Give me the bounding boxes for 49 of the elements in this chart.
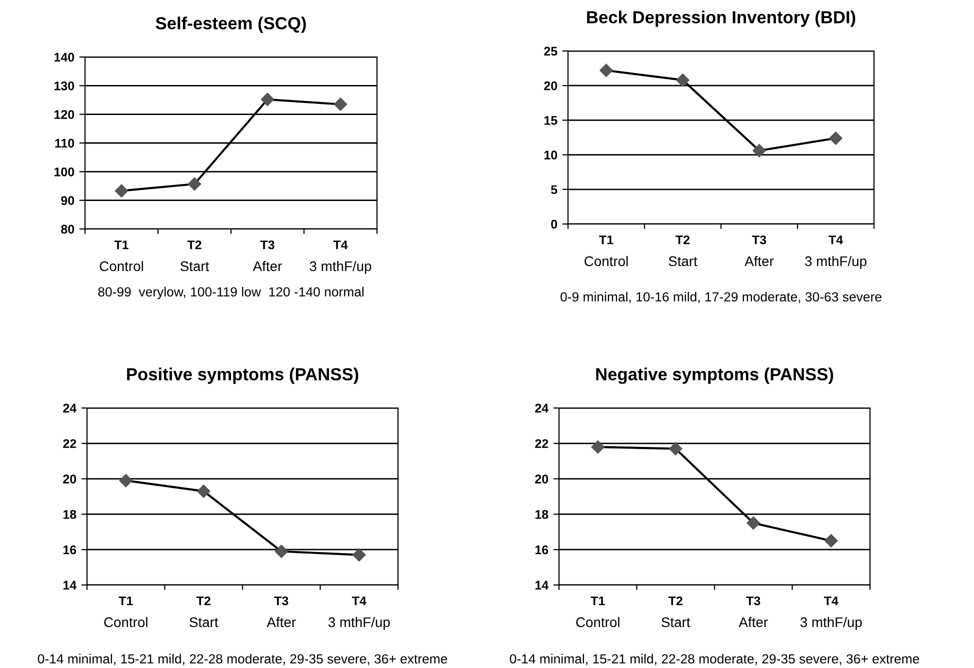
text: 80-99 verylow, 100-119 low 120 -140 normal [98,286,364,300]
y-tick-label: 80 [61,224,74,234]
y-tick-label: 16 [535,545,548,554]
y-tick-label: 100 [54,167,74,176]
y-tick-label: 90 [61,196,74,205]
text: 0-14 minimal, 15-21 mild, 22-28 moderate, 29-35 severe, 36+ extreme [38,654,448,666]
category-label: T1 Control [104,596,148,628]
y-tick-label: 24 [535,404,549,413]
category-label: T4 3 mthF/up [328,596,390,630]
category-label: T2 Start [668,235,698,266]
y-tick-label: 22 [535,439,548,448]
category-label: T3 After [744,235,774,266]
category-label: T4 3 mthF/up [800,596,862,630]
y-tick-label: 20 [535,474,548,484]
category-label: T2 Start [180,240,210,272]
y-tick-label: 20 [544,81,558,90]
category-label: T2 Start [662,596,690,628]
y-tick-label: 18 [535,510,548,519]
chart-title: Self-esteem (SCQ) [156,16,306,33]
category-label: T3 After [738,596,768,628]
y-tick-label: 14 [63,580,77,590]
text: 0-14 minimal, 15-21 mild, 22-28 moderate, 29-35 severe, 36+ extreme [510,654,920,666]
text: 0-9 minimal, 10-16 mild, 17-29 moderate, 30-63 severe [560,292,882,304]
category-label: T1 Control [576,596,620,628]
category-label: T1 Control [100,240,143,272]
y-tick-label: 18 [63,510,76,519]
y-tick-label: 10 [544,150,558,160]
y-tick-label: 20 [63,474,76,484]
y-tick-label: 110 [55,138,74,148]
y-tick-label: 22 [63,439,76,448]
chart-title: Negative symptoms (PANSS) [596,368,834,384]
y-tick-label: 24 [63,404,77,413]
y-tick-label: 130 [54,81,74,90]
category-label: T1 Control [584,236,628,266]
chart-title: Beck Depression Inventory (BDI) [587,10,856,27]
category-label: T4 3 mthF/up [310,240,372,274]
y-tick-label: 25 [544,46,558,56]
category-label: T3 After [266,596,296,628]
y-tick-label: 0 [551,220,558,229]
y-tick-label: 5 [551,185,558,194]
chart-title: Positive symptoms (PANSS) [127,368,358,384]
y-tick-label: 16 [63,545,76,554]
category-label: T2 Start [190,596,218,628]
y-tick-label: 15 [544,116,558,125]
y-tick-label: 120 [54,110,74,119]
y-tick-label: 140 [54,52,74,62]
category-label: T4 3 mthF/up [805,236,866,269]
category-label: T3 After [252,240,282,272]
y-tick-label: 14 [535,580,549,590]
